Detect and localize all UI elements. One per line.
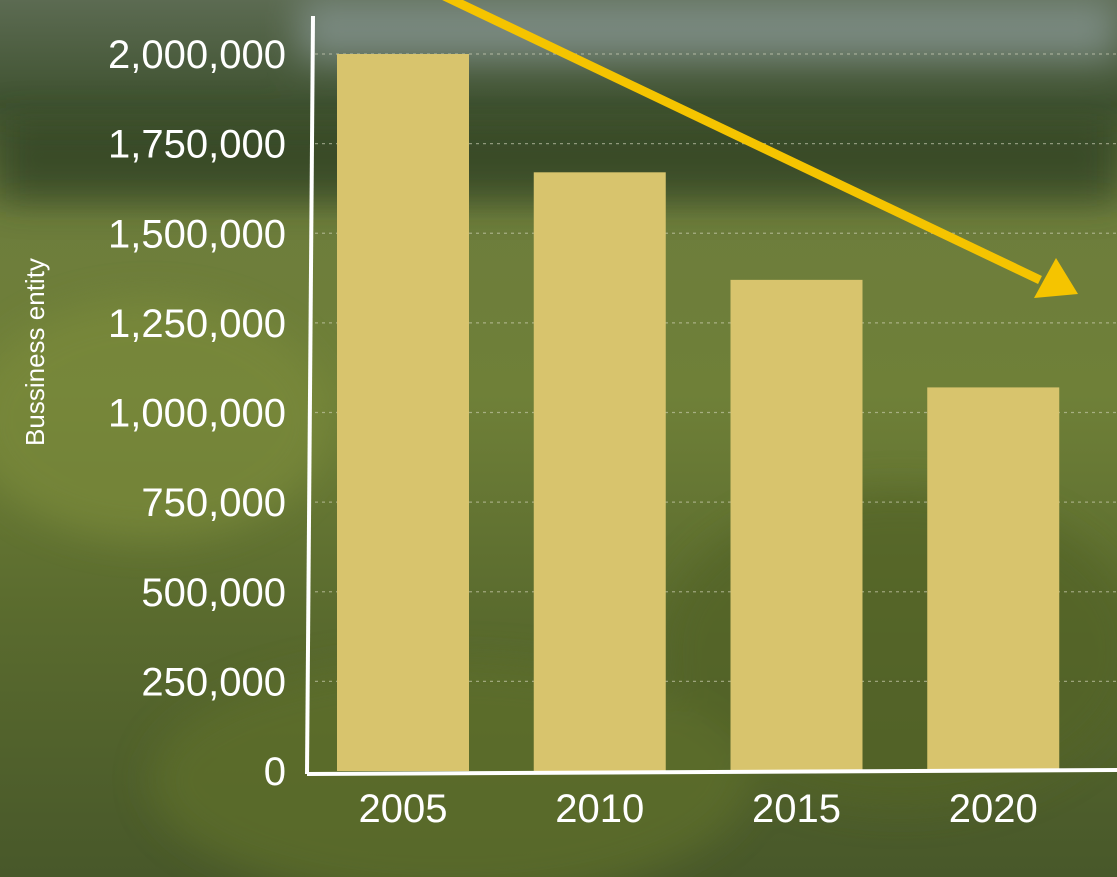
y-tick-label: 500,000 [141,571,286,615]
x-tick-label: 2020 [949,787,1038,831]
bars [337,54,1060,771]
x-tick-labels: 2005 2010 2015 2020 [359,787,1038,831]
y-tick-label: 250,000 [141,660,286,704]
bar [927,387,1060,771]
trend-arrow-head [1034,258,1078,298]
y-tick-labels: 0 250,000 500,000 750,000 1,000,000 1,250,000… [108,33,286,794]
y-axis-title: Bussiness entity [20,258,50,446]
bar [730,279,863,771]
y-tick-label: 1,250,000 [108,302,286,346]
y-tick-label: 2,000,000 [108,33,286,77]
y-tick-label: 750,000 [141,481,286,525]
y-tick-label: 1,000,000 [108,392,286,436]
bar [337,54,469,771]
x-tick-label: 2010 [555,787,644,831]
trend-arrow-shaft [442,0,1042,285]
x-axis-line [306,768,1117,776]
y-tick-label: 1,750,000 [108,123,286,167]
y-axis-line [305,15,315,775]
x-tick-label: 2005 [359,787,448,831]
trend-arrow [442,0,1078,298]
bar [533,172,666,771]
y-tick-label: 0 [264,750,286,794]
y-tick-label: 1,500,000 [108,212,286,256]
x-tick-label: 2015 [752,787,841,831]
axes [305,15,1117,776]
